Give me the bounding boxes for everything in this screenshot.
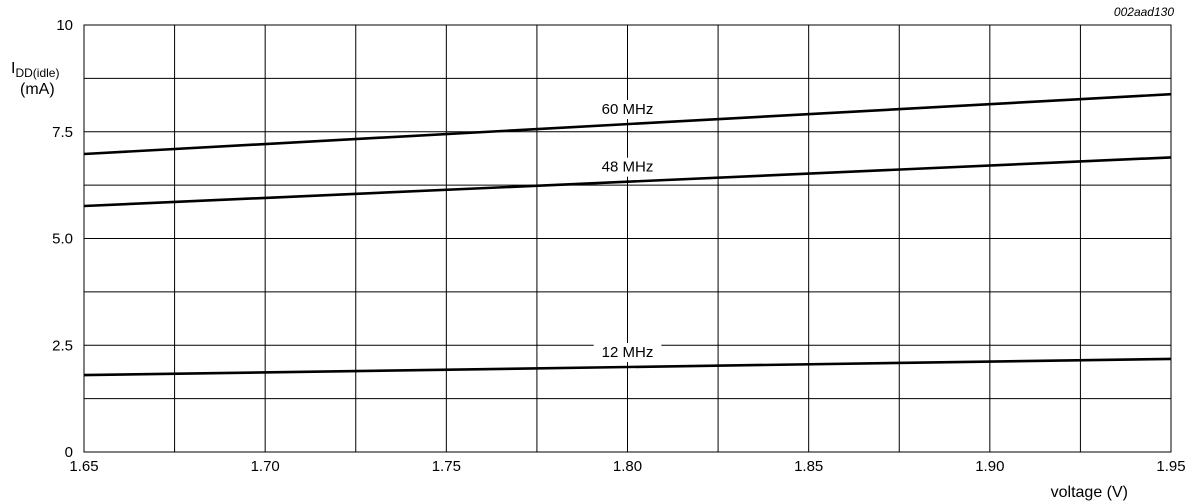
series-line-0: [83, 92, 1172, 156]
series-line-2: [83, 357, 1172, 377]
grid: [84, 25, 1171, 452]
series-label-0: 60 MHz: [602, 101, 654, 118]
y-tick-label: 10: [56, 17, 73, 34]
x-tick-label: 1.65: [69, 458, 98, 475]
x-tick-label: 1.90: [975, 458, 1004, 475]
x-tick-label: 1.75: [432, 458, 461, 475]
series-label-background: [593, 100, 662, 120]
series-line-1: [83, 156, 1172, 208]
y-axis-unit: (mA): [20, 81, 55, 98]
x-tick-label: 1.80: [613, 458, 642, 475]
x-axis-label: voltage (V): [1051, 484, 1128, 501]
y-axis-label: IDD(idle): [11, 60, 59, 80]
y-tick-label: 5.0: [52, 231, 73, 248]
series-label-1: 48 MHz: [602, 159, 654, 176]
x-tick-label: 1.95: [1156, 458, 1185, 475]
tick-labels: 1.65 1.70 1.75 1.80 1.85 1.90 1.95 0 2.5 5.0 7.5 10: [52, 17, 1185, 475]
y-tick-label: 7.5: [52, 124, 73, 141]
series-label-background: [593, 157, 662, 177]
x-tick-label: 1.70: [251, 458, 280, 475]
y-tick-label: 0: [65, 444, 73, 461]
figure-id: 002aad130: [1114, 5, 1174, 19]
y-axis-label-subscript: DD(idle): [15, 66, 59, 80]
series-label-2: 12 MHz: [602, 344, 654, 361]
y-axis-label-main: I: [11, 60, 15, 77]
x-tick-label: 1.85: [794, 458, 823, 475]
series-label-background: [593, 343, 662, 363]
y-tick-label: 2.5: [52, 337, 73, 354]
series-lines: 60 MHz 48 MHz 12 MHz: [83, 92, 1172, 377]
plot-frame: [83, 24, 1172, 453]
